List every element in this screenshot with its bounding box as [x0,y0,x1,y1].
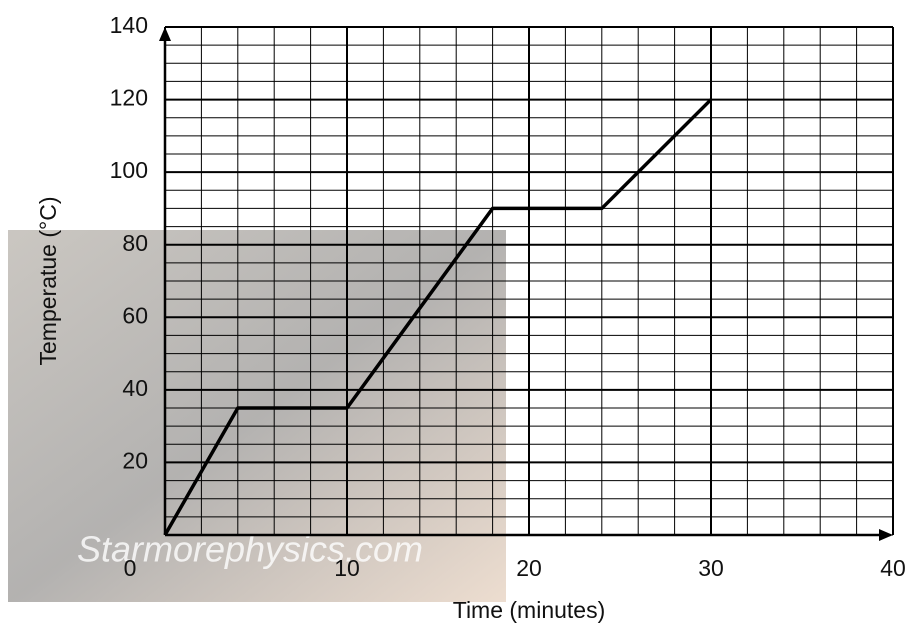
grid [165,27,893,535]
y-tick-label: 20 [122,448,148,474]
y-tick-label: 40 [122,375,148,401]
x-tick-label: 20 [516,555,542,581]
y-axis-label: Temperatue (°C) [35,197,61,366]
y-tick-label: 60 [122,302,148,328]
y-tick-label: 140 [110,12,148,38]
chart: Starmorephysics.com Time (minutes) Tempe… [0,0,914,633]
x-tick-label: 30 [698,555,724,581]
y-tick-label: 100 [110,157,148,183]
y-tick-label: 80 [122,230,148,256]
y-axis-arrow [159,27,171,41]
x-axis-label: Time (minutes) [453,597,606,623]
y-tick-label: 120 [110,85,148,111]
x-tick-label: 40 [880,555,906,581]
x-tick-label: 10 [334,555,360,581]
x-axis-arrow [879,529,893,541]
x-tick-label: 0 [124,555,137,581]
